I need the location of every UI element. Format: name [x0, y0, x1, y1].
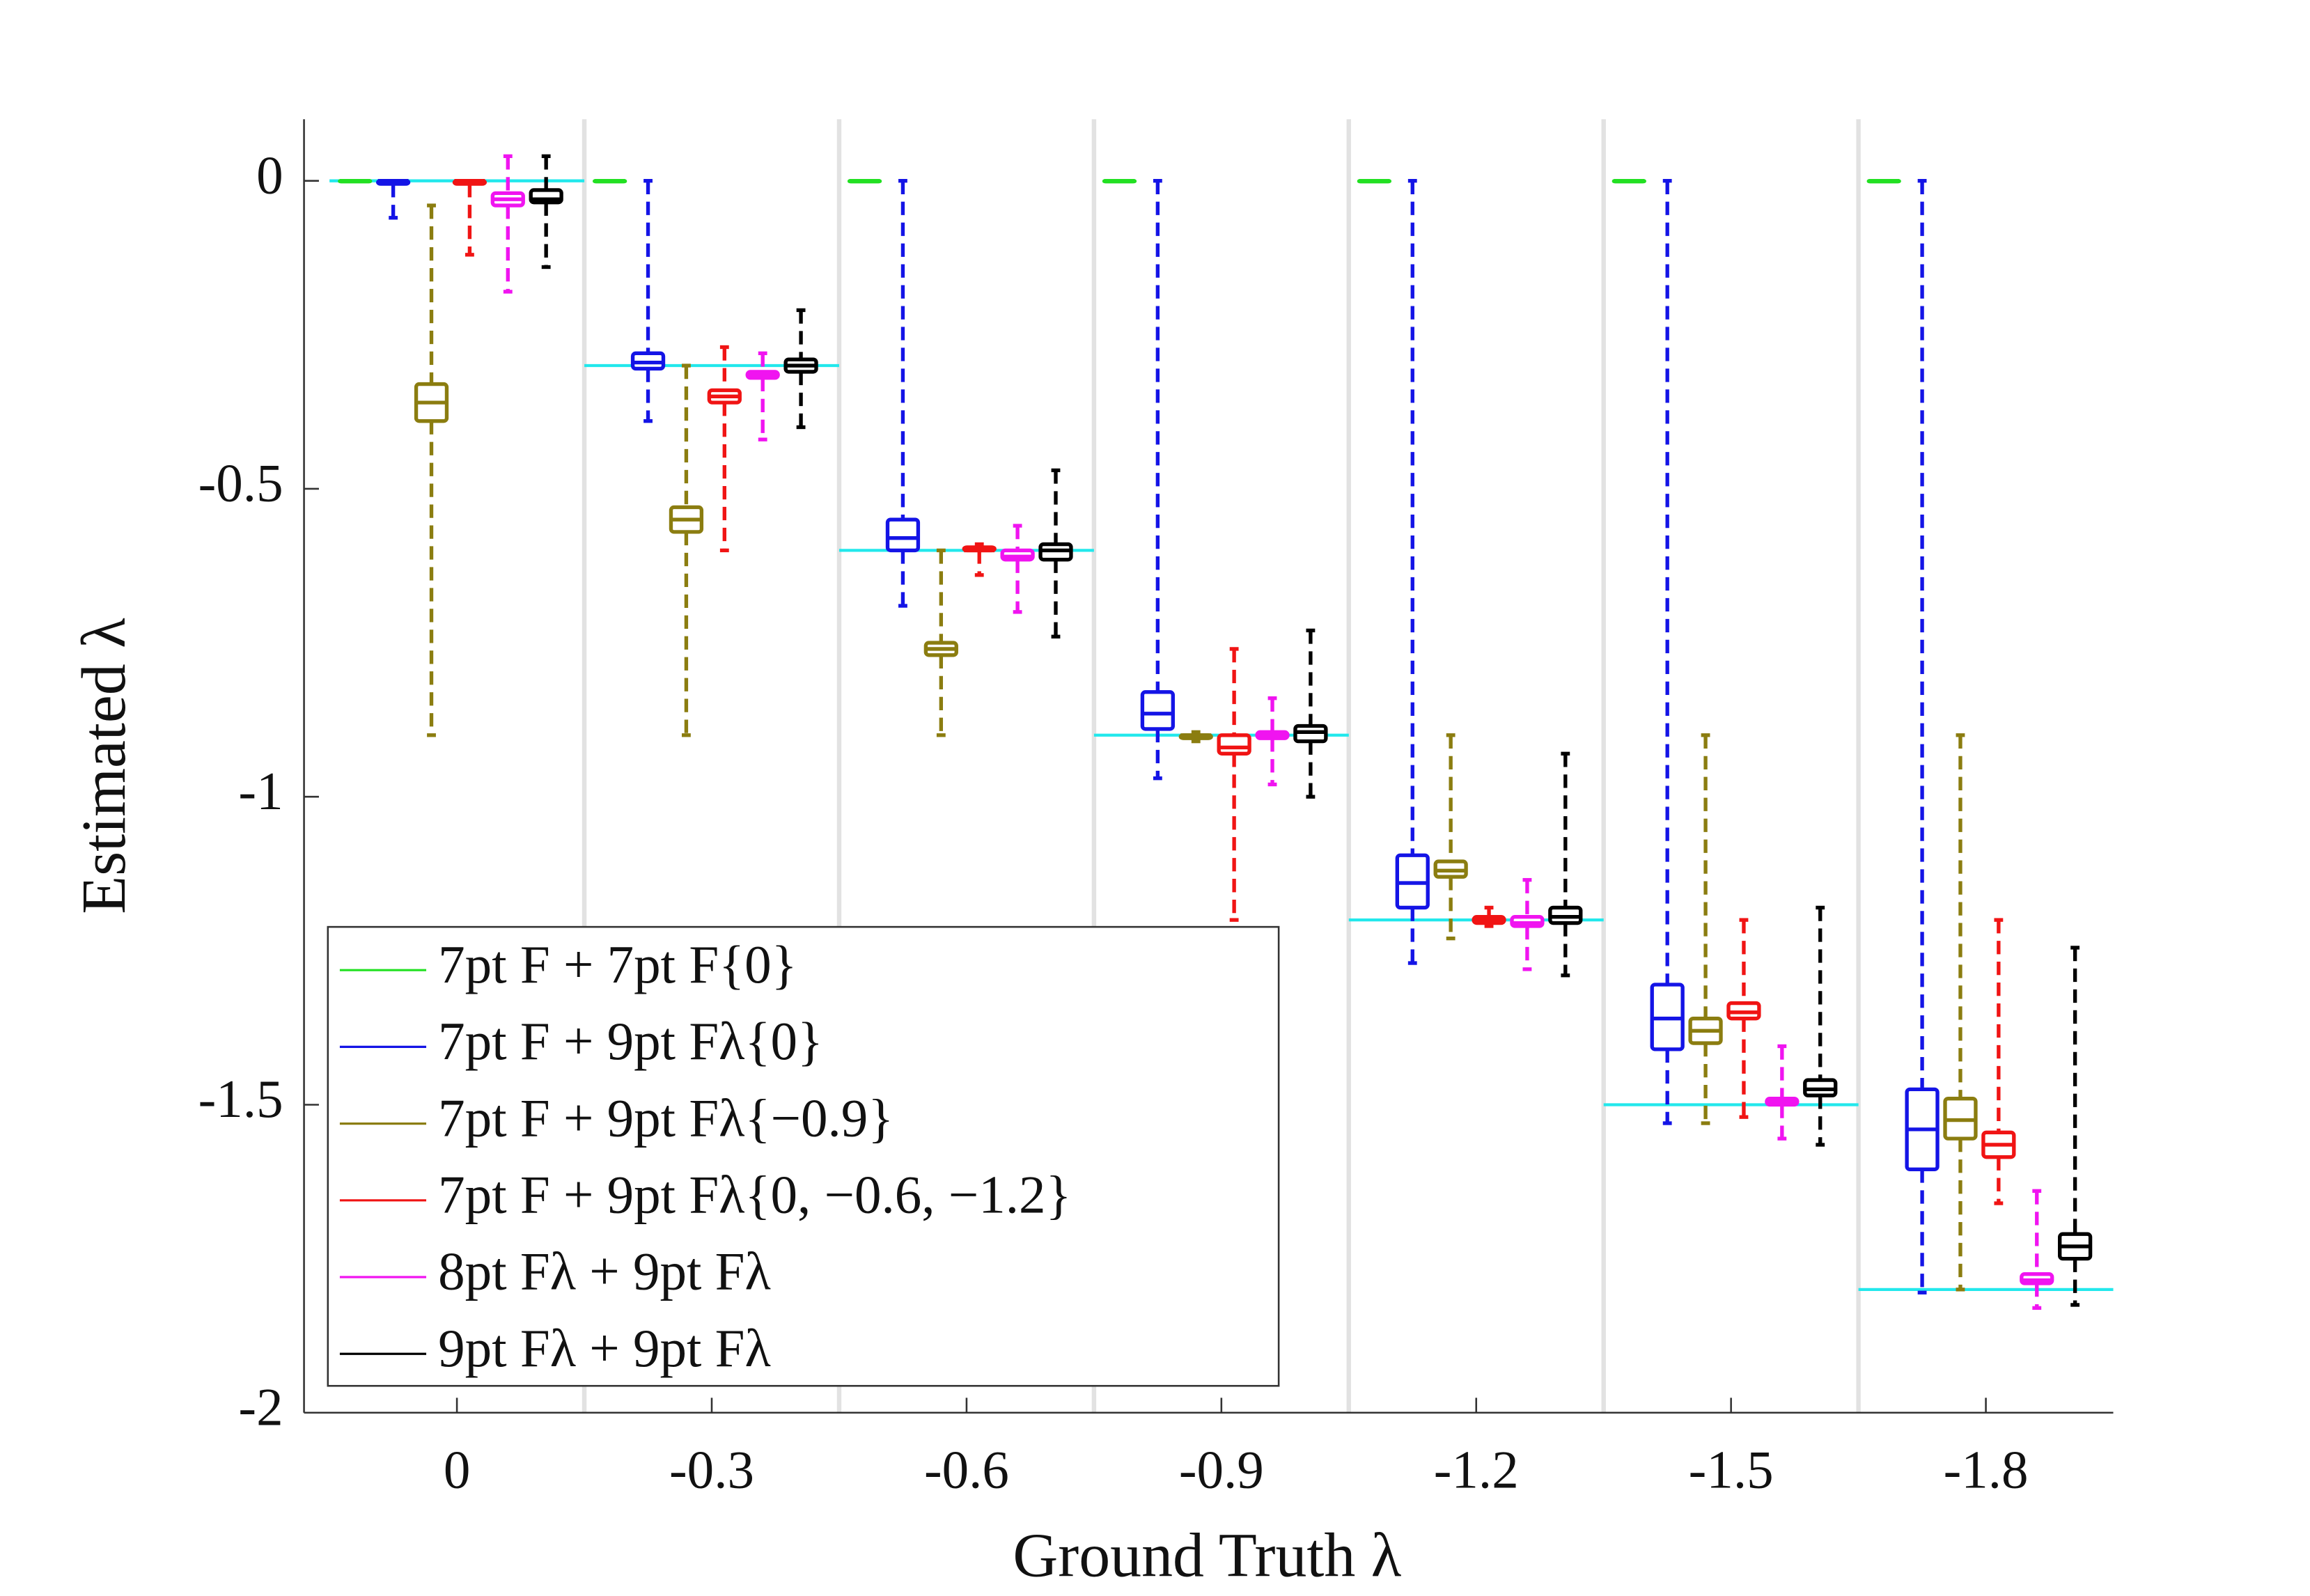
y-tick-label: 0: [256, 145, 283, 205]
legend-box: [327, 925, 1280, 1387]
box: [885, 517, 921, 553]
x-tick-label: 0: [444, 1439, 471, 1499]
legend-label: 7pt F + 9pt Fλ{−0.9}: [438, 1088, 893, 1148]
x-tick-label: -0.9: [1179, 1439, 1264, 1499]
x-tick-label: -0.6: [924, 1439, 1009, 1499]
legend-label: 7pt F + 9pt Fλ{0, −0.6, −1.2}: [438, 1164, 1071, 1224]
y-tick-label: -1.5: [198, 1069, 283, 1129]
y-tick-label: -0.5: [198, 453, 283, 513]
x-tick-label: -1.2: [1434, 1439, 1519, 1499]
x-tick-label: -0.3: [669, 1439, 754, 1499]
x-tick-label: -1.5: [1689, 1439, 1774, 1499]
y-tick-label: -1: [238, 761, 283, 821]
y-axis-label: Estimated λ: [70, 618, 139, 914]
legend-label: 8pt Fλ + 9pt Fλ: [438, 1242, 771, 1301]
legend-label: 7pt F + 9pt Fλ{0}: [438, 1011, 823, 1071]
legend-label: 9pt Fλ + 9pt Fλ: [438, 1318, 771, 1378]
box: [1140, 690, 1175, 731]
y-tick-label: -2: [238, 1377, 283, 1437]
legend-label: 7pt F + 7pt F{0}: [438, 934, 797, 994]
x-axis-label: Ground Truth λ: [1013, 1521, 1401, 1590]
box: [1217, 733, 1251, 756]
x-tick-label: -1.8: [1944, 1439, 2029, 1499]
